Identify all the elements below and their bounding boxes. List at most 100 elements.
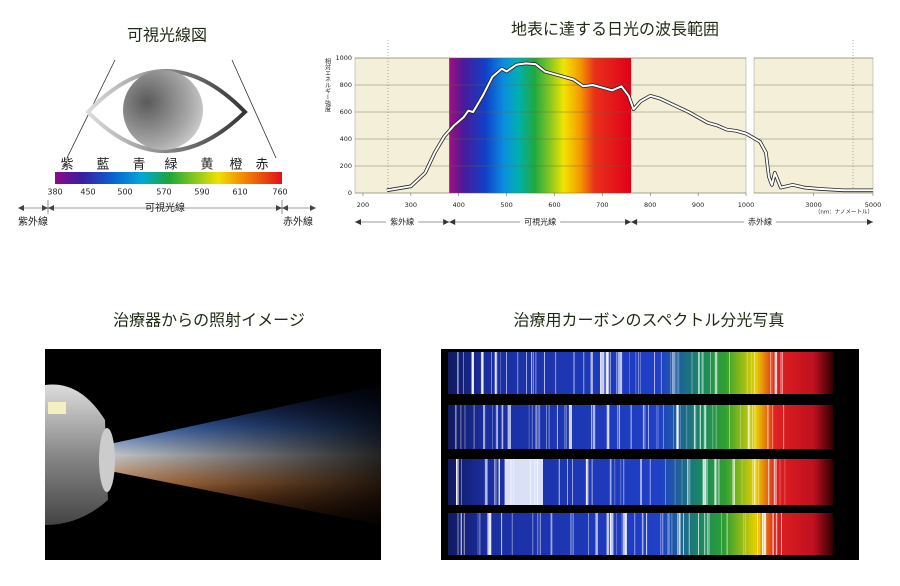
- spectral-line: [763, 513, 767, 555]
- light-beam: [105, 385, 381, 525]
- spectral-line: [729, 352, 730, 394]
- spectral-line: [533, 352, 534, 394]
- spectral-line: [544, 352, 545, 394]
- spectral-line: [497, 405, 498, 449]
- spectral-line: [610, 459, 612, 505]
- spectral-line: [687, 459, 691, 505]
- color-name: 黄: [200, 158, 213, 173]
- spectral-line: [511, 513, 513, 555]
- spectral-line: [488, 513, 492, 555]
- spectral-line: [535, 352, 537, 394]
- spectral-line: [483, 405, 485, 449]
- color-name: 藍: [96, 158, 109, 173]
- spectral-line: [774, 459, 777, 505]
- spectral-line: [517, 352, 519, 394]
- spectral-line: [698, 352, 700, 394]
- spectral-line: [606, 352, 609, 394]
- spectral-line: [461, 513, 462, 555]
- x-tick-label: 700: [596, 201, 608, 209]
- spectral-line: [457, 513, 459, 555]
- spectral-line: [772, 513, 774, 555]
- spectral-line: [572, 459, 573, 505]
- spectral-line: [504, 459, 505, 505]
- spectral-line: [747, 405, 751, 449]
- spectral-line: [741, 459, 743, 505]
- spectral-line: [772, 405, 774, 449]
- spectral-line: [564, 405, 565, 449]
- spectral-line: [606, 513, 610, 555]
- y-tick-label: 0: [348, 189, 352, 197]
- spectral-line: [754, 405, 756, 449]
- spectral-line: [750, 352, 752, 394]
- spectral-line: [456, 405, 457, 449]
- spectral-line: [705, 459, 707, 505]
- spectral-line: [612, 513, 613, 555]
- spectral-line: [779, 459, 781, 505]
- wavelength-tick: 570: [156, 188, 171, 197]
- spectral-line: [532, 513, 534, 555]
- region-label: 可視光線: [524, 217, 556, 227]
- region-label: 紫外線: [390, 217, 414, 227]
- spectral-line: [718, 459, 719, 505]
- view-line: [231, 59, 277, 159]
- spectral-line: [674, 459, 676, 505]
- spectral-line: [679, 405, 681, 449]
- spectral-line: [687, 459, 688, 505]
- spectral-line: [754, 352, 755, 394]
- spectral-line: [656, 405, 658, 449]
- spectral-line: [591, 352, 592, 394]
- spectral-line: [460, 405, 462, 449]
- spectral-line: [500, 352, 501, 394]
- spectral-line: [780, 352, 782, 394]
- spectral-line: [758, 459, 760, 505]
- wavelength-tick: 760: [272, 188, 287, 197]
- spectral-line: [660, 513, 662, 555]
- spectral-line: [732, 459, 735, 505]
- x-tick-label: 900: [692, 201, 704, 209]
- spectral-line: [634, 513, 636, 555]
- spectral-line: [667, 513, 670, 555]
- spectral-line: [654, 352, 655, 394]
- spectral-line: [707, 459, 708, 505]
- spectral-line: [556, 405, 558, 449]
- spectral-line: [641, 513, 643, 555]
- spectral-line: [623, 513, 626, 555]
- x-tick-label: 3000: [805, 201, 822, 209]
- spectral-line: [642, 513, 644, 555]
- wavelength-tick: 590: [194, 188, 209, 197]
- y-tick-label: 200: [340, 162, 352, 170]
- spectral-line: [614, 459, 616, 505]
- spectral-line: [583, 352, 585, 394]
- spectral-line: [456, 459, 459, 505]
- photo-title: 治療器からの照射イメージ: [113, 311, 305, 330]
- spectral-line: [526, 352, 527, 394]
- spectral-line: [609, 352, 611, 394]
- spectral-line: [461, 459, 462, 505]
- spectral-line: [455, 405, 456, 449]
- spectral-line: [641, 459, 642, 505]
- spectral-line: [539, 513, 541, 555]
- spectral-line: [619, 405, 620, 449]
- spectral-line: [671, 513, 673, 555]
- spectral-line: [676, 352, 678, 394]
- spectral-line: [570, 513, 572, 555]
- spectral-line: [592, 405, 596, 449]
- spectral-line: [629, 352, 630, 394]
- spectral-line: [464, 513, 465, 555]
- spectral-line: [678, 352, 680, 394]
- spectral-line: [591, 405, 592, 449]
- spectral-line: [557, 405, 558, 449]
- spectral-line: [546, 405, 547, 449]
- spectral-line: [698, 352, 700, 394]
- spectral-line: [487, 513, 489, 555]
- spectral-line: [586, 459, 588, 505]
- spectral-line: [492, 405, 493, 449]
- spectral-line: [568, 405, 570, 449]
- lamp-light: [48, 402, 66, 414]
- spectral-line: [486, 459, 488, 505]
- y-tick-label: 600: [340, 108, 352, 116]
- lamp-rim: [99, 428, 115, 492]
- spectral-line: [771, 352, 773, 394]
- spectral-line: [772, 513, 773, 555]
- spectral-line: [677, 513, 679, 555]
